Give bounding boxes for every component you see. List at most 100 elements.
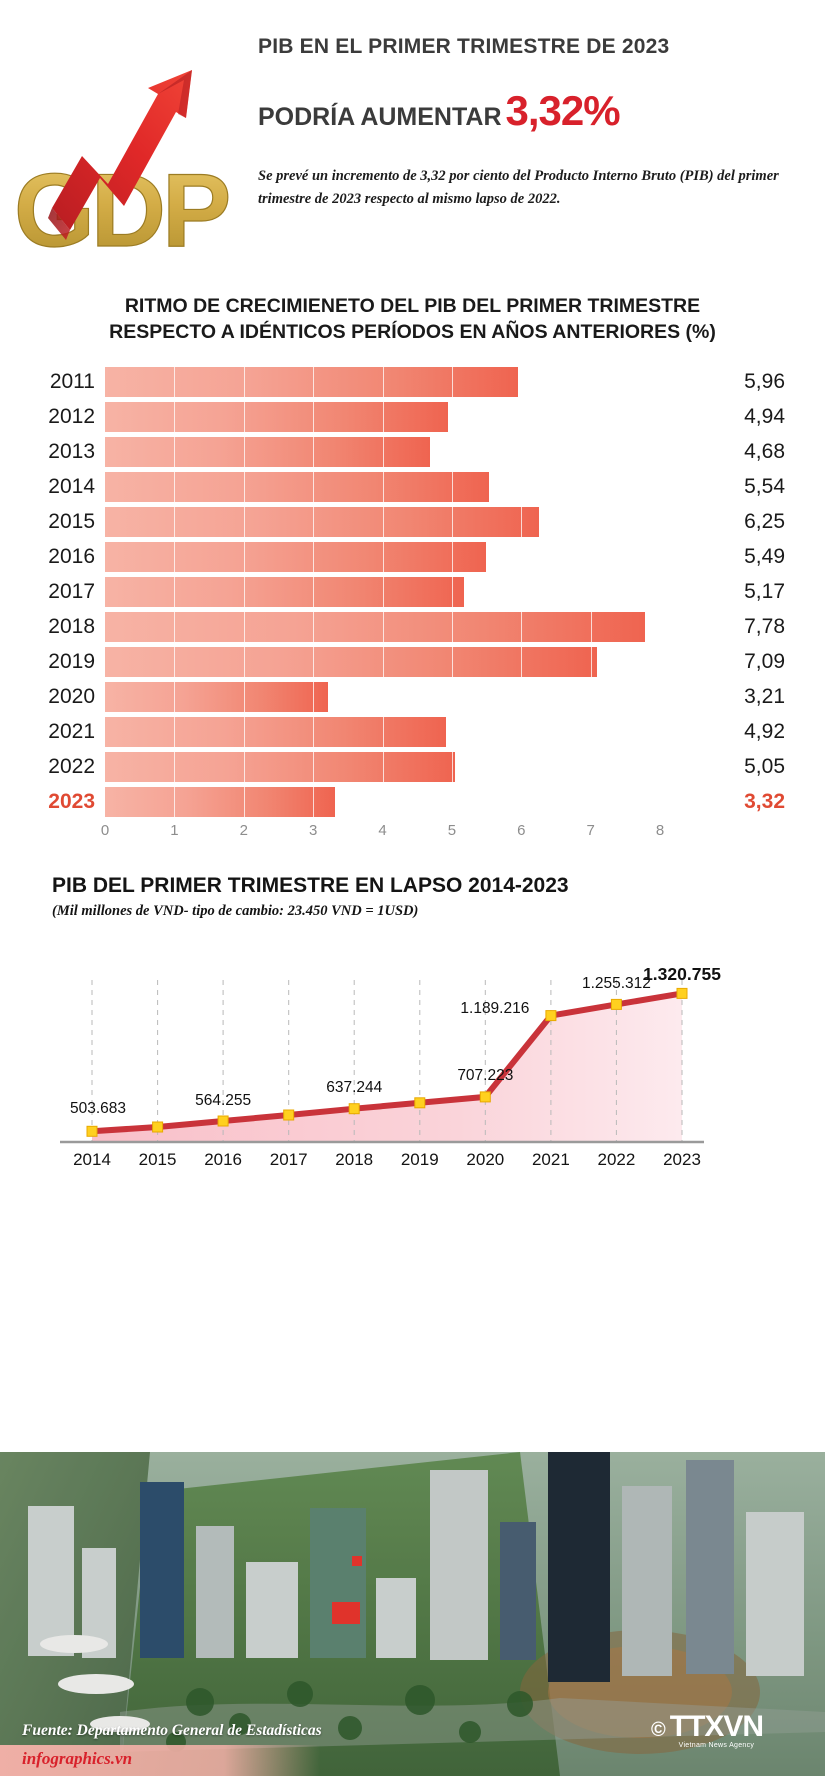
line-point-label: 564.255 <box>195 1091 252 1109</box>
gdp-growth-arrow-icon: GDP GDP <box>8 18 258 270</box>
bar-fill <box>105 682 328 713</box>
logo-wordmark: TTXVN <box>669 1709 764 1743</box>
bar-axis-tick: 6 <box>517 822 526 840</box>
bar-row-year: 2021 <box>48 720 95 744</box>
city-skyline-photo <box>0 1452 825 1776</box>
page-title: PIB EN EL PRIMER TRIMESTRE DE 2023 <box>258 35 670 58</box>
bar-row-value: 5,96 <box>744 370 785 394</box>
bar-chart-x-axis: 0 1 2 3 4 5 6 7 8 <box>0 822 825 848</box>
line-axis-label: 2022 <box>597 1150 636 1170</box>
line-chart-subtitle: (Mil millones de VND- tipo de cambio: 23… <box>52 903 419 920</box>
bar-track <box>105 367 660 398</box>
bar-row: 2011 5,96 <box>0 367 825 398</box>
bar-fill <box>105 367 519 398</box>
bar-row-year: 2011 <box>49 370 95 394</box>
bar-row: 2014 5,54 <box>0 472 825 503</box>
bar-track <box>105 787 660 818</box>
logo-subtext: Vietnam News Agency <box>678 1741 755 1749</box>
bar-row: 2021 4,92 <box>0 717 825 748</box>
line-axis-label: 2017 <box>269 1150 308 1170</box>
bar-row: 2019 7,09 <box>0 647 825 678</box>
bar-row-year: 2015 <box>48 510 95 534</box>
line-axis-label: 2016 <box>204 1150 243 1170</box>
bar-fill <box>105 577 464 608</box>
line-chart-svg <box>60 980 704 1144</box>
bar-chart-rows: 2011 5,96 2012 4,94 2013 4,68 2014 5,54 2015 6,25… <box>0 367 825 818</box>
footer-banner <box>0 1745 320 1776</box>
bar-row: 2018 7,78 <box>0 612 825 643</box>
header-description: Se prevé un incremento de 3,32 por cient… <box>258 168 779 207</box>
line-point-label: 1.255.312 <box>581 974 651 992</box>
bar-axis-tick: 1 <box>170 822 179 840</box>
line-point-label: 1.189.216 <box>460 1000 530 1018</box>
line-axis-label: 2021 <box>531 1150 570 1170</box>
bar-track <box>105 437 660 468</box>
bar-fill <box>105 647 597 678</box>
bar-fill <box>105 402 448 433</box>
bar-row-year: 2014 <box>48 475 95 499</box>
bar-row-value: 5,17 <box>744 580 785 604</box>
bar-chart-section: RITMO DE CRECIMIENETO DEL PIB DEL PRIMER… <box>0 294 825 848</box>
bar-track <box>105 507 660 538</box>
bar-track <box>105 612 660 643</box>
bar-row-value: 7,09 <box>744 650 785 674</box>
bar-track <box>105 577 660 608</box>
bar-chart-title-line2: RESPECTO A IDÉNTICOS PERÍODOS EN AÑOS AN… <box>109 320 716 343</box>
bar-row-value: 5,54 <box>744 475 785 499</box>
bar-track <box>105 472 660 503</box>
line-chart-section: PIB DEL PRIMER TRIMESTRE EN LAPSO 2014-2… <box>0 874 825 1196</box>
bar-row-year: 2017 <box>48 580 95 604</box>
bar-row-value: 7,78 <box>744 615 785 639</box>
bar-axis-ticks: 0 1 2 3 4 5 6 7 8 <box>101 822 664 848</box>
bar-track <box>105 717 660 748</box>
source-text: Fuente: Departamento General de Estadíst… <box>22 1722 322 1739</box>
line-axis-label: 2023 <box>663 1150 701 1170</box>
bar-row-year: 2018 <box>48 615 95 639</box>
bar-track <box>105 647 660 678</box>
ttxvn-logo: © TTXVN Vietnam News Agency <box>651 1706 811 1754</box>
bar-row: 2013 4,68 <box>0 437 825 468</box>
line-point-label: 637.244 <box>326 1079 383 1097</box>
bar-axis-tick: 3 <box>308 822 318 840</box>
bar-row-year: 2022 <box>48 755 95 779</box>
line-axis-label: 2019 <box>400 1150 439 1170</box>
line-axis-label: 2018 <box>335 1150 374 1170</box>
bar-row: 2016 5,49 <box>0 542 825 573</box>
bar-fill <box>105 752 456 783</box>
bar-row-value: 4,92 <box>744 720 785 744</box>
line-chart-plot: 503.683 564.255 637.244 707.223 1.189.216 1.2… <box>52 928 782 1196</box>
headline-percent: 3,32% <box>505 87 621 135</box>
bar-row: 2022 5,05 <box>0 752 825 783</box>
bar-row-value: 3,32 <box>744 790 785 814</box>
bar-row: 2020 3,21 <box>0 682 825 713</box>
bar-row-year: 2020 <box>48 685 95 709</box>
bar-row-value: 5,05 <box>744 755 785 779</box>
bar-row-year: 2013 <box>48 440 95 464</box>
bar-axis-tick: 5 <box>447 822 457 840</box>
bar-row: 2012 4,94 <box>0 402 825 433</box>
bar-track <box>105 752 660 783</box>
bar-row-value: 5,49 <box>744 545 785 569</box>
headline-increase: PODRÍA AUMENTAR 3,32% <box>258 87 810 135</box>
line-axis-label: 2015 <box>138 1150 177 1170</box>
line-chart-title: PIB DEL PRIMER TRIMESTRE EN LAPSO 2014-2… <box>52 874 569 898</box>
bar-axis-tick: 4 <box>378 822 387 840</box>
bar-track <box>105 682 660 713</box>
bar-row-value: 4,68 <box>744 440 785 464</box>
bar-fill <box>105 787 336 818</box>
line-axis-label: 2020 <box>466 1150 505 1170</box>
bar-track <box>105 542 660 573</box>
bar-row: 2017 5,17 <box>0 577 825 608</box>
line-point-label: 1.320.755 <box>643 963 721 984</box>
bar-axis-tick: 8 <box>655 822 665 840</box>
bar-fill <box>105 437 430 468</box>
bar-axis-tick: 0 <box>100 822 110 840</box>
line-point-label: 503.683 <box>69 1099 127 1117</box>
bar-row-year: 2016 <box>48 545 95 569</box>
copyright-icon: © <box>651 1718 666 1741</box>
website-label[interactable]: infographics.vn <box>22 1749 133 1768</box>
header-text-block: PIB EN EL PRIMER TRIMESTRE DE 2023 PODRÍ… <box>258 34 810 210</box>
headline-prefix: PODRÍA AUMENTAR <box>258 103 502 132</box>
bar-row-year: 2023 <box>48 790 95 814</box>
